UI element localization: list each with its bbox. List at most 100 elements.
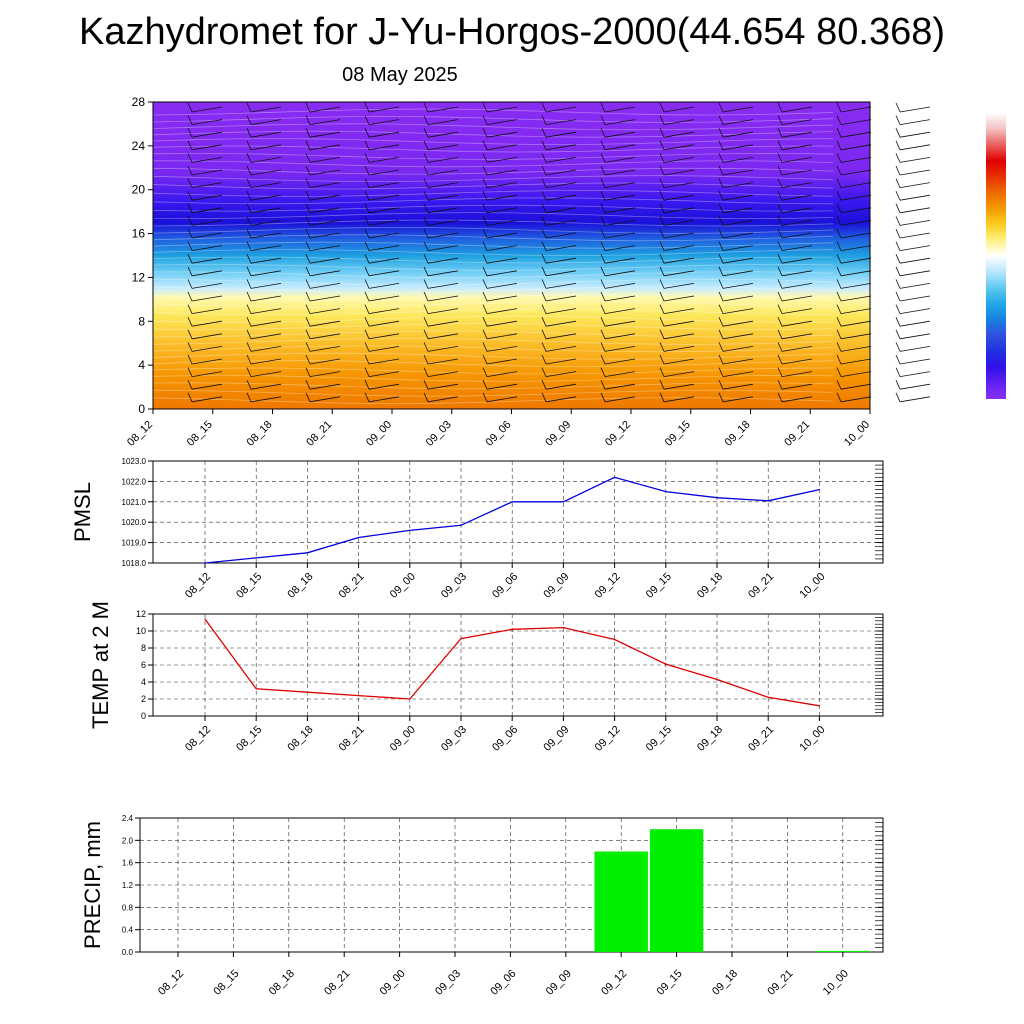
temp-x-tick-label: 09_21	[746, 724, 776, 754]
pmsl-x-tick-label: 09_00	[388, 571, 418, 601]
wind-barb	[777, 367, 813, 377]
contour-line	[152, 300, 834, 308]
wind-barb	[718, 128, 754, 138]
wind-barb	[423, 354, 459, 365]
wind-barb	[482, 254, 518, 264]
wind-barb	[305, 354, 341, 365]
wind-barb	[305, 203, 341, 214]
wind-barb	[659, 329, 695, 340]
wind-barb	[541, 165, 577, 176]
wind-barb	[541, 367, 577, 377]
pmsl-x-tick-label: 09_03	[439, 571, 469, 601]
wind-barb	[482, 128, 518, 138]
wind-barb	[541, 115, 577, 125]
wind-barb	[600, 102, 636, 113]
pmsl-x-tick-label: 09_12	[593, 571, 623, 601]
wind-barb	[541, 216, 577, 226]
temp-y-tick-label: 12	[136, 609, 146, 619]
wind-barb	[777, 128, 813, 138]
wind-barb	[718, 191, 754, 201]
wind-barb	[423, 266, 459, 277]
wind-barb	[246, 216, 282, 226]
wind-barb	[895, 291, 931, 302]
wind-barb	[305, 266, 341, 277]
wind-barb	[423, 254, 459, 264]
precip-x-tick-label: 09_15	[655, 968, 685, 998]
wind-barb	[423, 279, 459, 289]
wind-barb	[718, 115, 754, 125]
wind-barb	[246, 317, 282, 327]
wind-barb	[836, 153, 872, 163]
wind-barb	[482, 241, 518, 251]
precip-bar	[594, 851, 648, 952]
pmsl-y-tick-label: 1020.0	[122, 518, 147, 527]
pmsl-data-point	[716, 497, 718, 499]
wind-barb	[423, 115, 459, 125]
temp-x-tick-label: 09_12	[593, 724, 623, 754]
wind-barb	[364, 392, 400, 403]
wind-barb	[423, 367, 459, 377]
pmsl-y-tick-label: 1021.0	[122, 498, 147, 507]
heatmap-x-tick-label: 09_06	[484, 419, 514, 449]
temp-x-tick-label: 09_18	[695, 724, 725, 754]
contour-lines	[152, 108, 834, 405]
contour-line	[152, 241, 834, 249]
wind-barb	[777, 241, 813, 251]
contour-line	[152, 330, 834, 338]
precip-x-tick-label: 08_21	[322, 968, 352, 998]
precip-x-tick-label: 09_12	[599, 968, 629, 998]
wind-barb	[364, 266, 400, 277]
wind-barb	[541, 203, 577, 214]
wind-barb	[246, 354, 282, 365]
temp-data-point	[511, 628, 513, 630]
wind-barb	[777, 266, 813, 277]
wind-barb	[305, 228, 341, 239]
wind-barb	[836, 367, 872, 377]
heatmap-x-tick-label: 09_15	[663, 419, 693, 449]
wind-barb	[836, 178, 872, 188]
contour-line	[152, 138, 834, 146]
wind-barb	[659, 165, 695, 176]
contour-line	[152, 286, 834, 294]
wind-barb	[541, 342, 577, 352]
wind-barb	[777, 304, 813, 314]
wind-barb	[895, 191, 931, 201]
wind-barb	[423, 128, 459, 138]
wind-barb	[246, 115, 282, 125]
pmsl-data-point	[460, 524, 462, 526]
wind-barb	[718, 291, 754, 302]
wind-barb	[659, 354, 695, 365]
temp-data-point	[255, 688, 257, 690]
wind-barb	[305, 216, 341, 226]
wind-barb	[600, 178, 636, 188]
wind-barb	[836, 354, 872, 365]
pmsl-data-point	[665, 491, 667, 493]
wind-barb	[305, 102, 341, 113]
contour-line	[152, 389, 834, 397]
wind-barb	[305, 392, 341, 403]
temp-y-tick-label: 8	[141, 643, 146, 653]
wind-barb	[423, 228, 459, 239]
wind-barb	[482, 228, 518, 239]
wind-barb	[187, 254, 223, 264]
precip-x-tick-label: 09_03	[433, 968, 463, 998]
wind-barb	[364, 304, 400, 314]
wind-barb	[718, 203, 754, 214]
wind-barb	[836, 140, 872, 151]
wind-barb	[364, 140, 400, 151]
wind-barb	[777, 191, 813, 201]
wind-barb	[187, 165, 223, 176]
heatmap-x-tick-label: 08_12	[125, 419, 155, 449]
pmsl-data-point	[511, 501, 513, 503]
wind-barb	[718, 367, 754, 377]
wind-barb	[600, 228, 636, 239]
wind-barb	[482, 178, 518, 188]
pmsl-data-point	[818, 489, 821, 491]
wind-barb	[423, 241, 459, 251]
wind-barb	[895, 317, 931, 327]
wind-barb	[895, 354, 931, 365]
wind-barb	[541, 380, 577, 390]
wind-barb	[246, 102, 282, 113]
heatmap-x-tick-label: 08_18	[245, 419, 275, 449]
wind-barb	[895, 367, 931, 377]
